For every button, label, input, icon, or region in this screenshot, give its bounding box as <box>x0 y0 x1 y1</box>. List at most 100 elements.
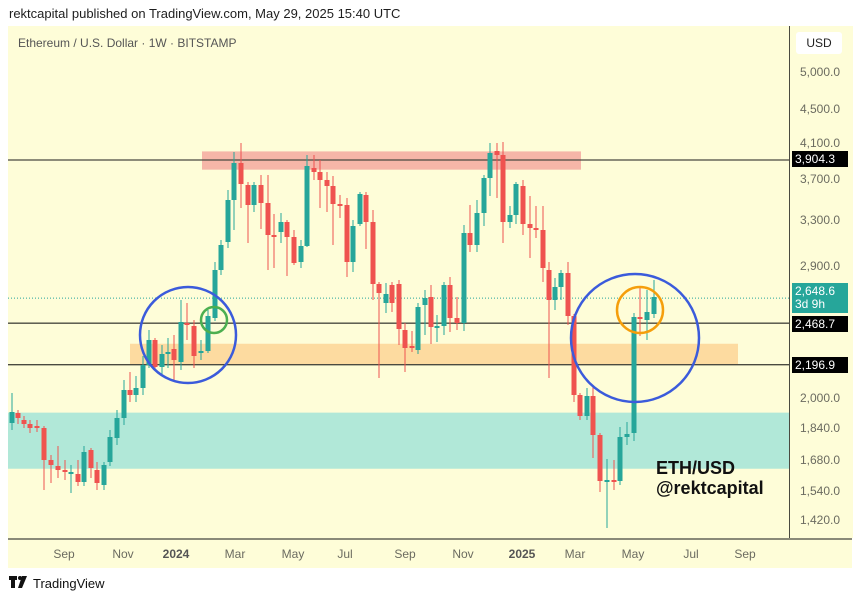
candle-body <box>558 273 564 287</box>
candle-body <box>604 480 610 482</box>
currency-button[interactable]: USD <box>796 32 842 54</box>
candle <box>434 315 440 342</box>
candle-body <box>330 186 336 204</box>
candle <box>324 172 330 212</box>
candle <box>198 340 204 360</box>
candle-body <box>238 163 244 184</box>
tradingview-logo-icon <box>9 576 29 591</box>
candle-body <box>474 213 480 245</box>
candle-body <box>513 184 519 215</box>
candle-body <box>107 437 113 462</box>
price-tick-label: 4,500.0 <box>800 102 841 117</box>
time-axis[interactable]: Sep Nov 2024 Mar May Jul Sep Nov 2025 Mar May Jul Se… <box>8 538 852 568</box>
candle-body <box>389 285 395 303</box>
candle <box>140 356 146 395</box>
chart-canvas[interactable] <box>8 26 789 538</box>
candle-body <box>324 180 330 186</box>
symbol-title: Ethereum / U.S. Dollar · 1W · BITSTAMP <box>18 36 237 50</box>
candle-body <box>487 153 493 178</box>
candle <box>422 290 428 335</box>
candle-body <box>590 396 596 435</box>
candle-body <box>41 428 47 460</box>
candle-body <box>317 172 323 180</box>
candle <box>245 182 251 243</box>
candle-body <box>178 322 184 362</box>
zones-layer <box>8 151 789 469</box>
candle-body <box>494 151 500 155</box>
time-tick-label: Mar <box>564 547 586 561</box>
current-price-value: 2,648.6 <box>795 284 836 298</box>
watermark: ETH/USD @rektcapital <box>656 458 764 498</box>
candle <box>540 206 546 282</box>
watermark-author: @rektcapital <box>656 478 764 498</box>
chart-pane[interactable]: Ethereum / U.S. Dollar · 1W · BITSTAMP <box>8 26 789 538</box>
candle <box>101 462 107 490</box>
candle-body <box>540 230 546 268</box>
price-tick-label: 1,680.0 <box>800 453 841 468</box>
candle <box>48 455 54 483</box>
footer: TradingView <box>9 576 105 591</box>
candle-body <box>527 224 533 228</box>
candle <box>251 182 257 212</box>
price-tick-label: 3,300.0 <box>800 212 841 227</box>
candle-body <box>597 435 603 481</box>
candle <box>311 155 317 180</box>
candle <box>271 214 277 268</box>
candle <box>527 196 533 258</box>
zone-demand <box>8 412 789 469</box>
price-axis[interactable]: USD 5,000.0 4,500.0 4,100.0 3,700.0 3,300.0 2… <box>789 26 853 538</box>
candle <box>225 190 231 248</box>
candle <box>428 285 434 344</box>
candle <box>34 420 40 432</box>
candle-body <box>284 222 290 237</box>
time-tick-label: Mar <box>224 547 246 561</box>
candle <box>114 410 120 445</box>
candle-body <box>454 318 460 323</box>
level-tag-mid: 2,468.7 <box>792 316 848 332</box>
time-tick-label: 2024 <box>162 547 190 561</box>
candle <box>350 220 356 272</box>
candle <box>597 433 603 492</box>
candle <box>363 192 369 249</box>
candle <box>454 297 460 330</box>
candle <box>577 393 583 420</box>
candle-body <box>198 351 204 353</box>
price-tick-label: 4,100.0 <box>800 135 841 150</box>
candle-body <box>55 466 61 470</box>
candle <box>55 446 61 478</box>
candle <box>624 422 630 445</box>
candle-body <box>114 418 120 438</box>
candle <box>389 282 395 312</box>
candle-body <box>409 346 415 348</box>
candle-body <box>611 480 617 482</box>
candle-body <box>507 215 513 222</box>
candle-body <box>152 340 158 367</box>
candle <box>565 262 571 325</box>
watermark-symbol: ETH/USD <box>656 458 736 478</box>
candle-body <box>159 354 165 367</box>
candle <box>238 143 244 208</box>
candle <box>402 323 408 372</box>
candle <box>133 376 139 402</box>
candle <box>383 283 389 313</box>
candle-body <box>15 413 21 418</box>
time-tick-label: Jul <box>683 547 699 561</box>
candle-body <box>434 326 440 328</box>
candle <box>546 262 552 378</box>
candle-body <box>651 297 657 314</box>
candle-body <box>75 474 81 482</box>
candle-body <box>191 326 197 356</box>
candle <box>21 416 27 428</box>
candle <box>611 460 617 490</box>
candle-body <box>565 273 571 316</box>
candle-body <box>34 426 40 428</box>
candle-body <box>298 246 304 262</box>
candle <box>88 448 94 478</box>
candle-body <box>231 163 237 200</box>
candle-body <box>584 396 590 416</box>
candle <box>558 270 564 300</box>
candle <box>9 393 15 430</box>
candle <box>651 280 657 318</box>
candle <box>15 410 21 424</box>
candle-body <box>552 287 558 300</box>
